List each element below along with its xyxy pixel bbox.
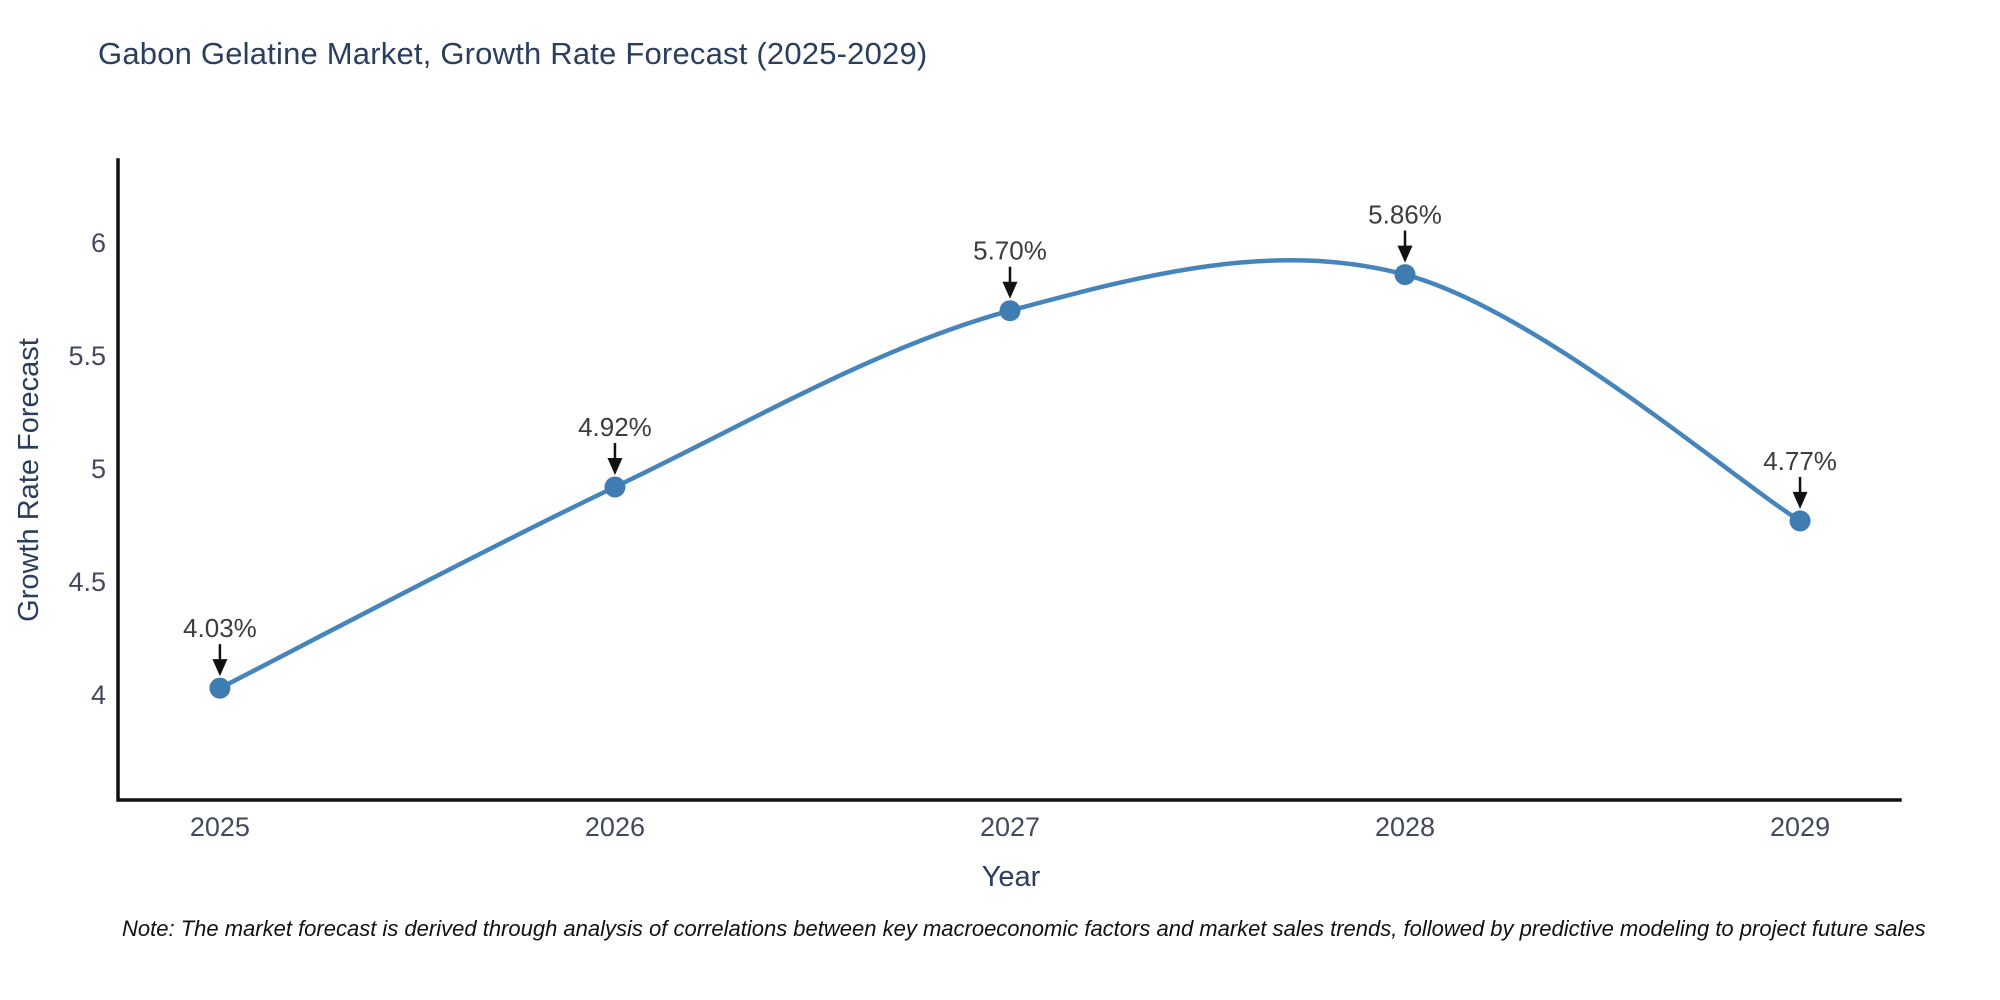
data-point[interactable] <box>209 677 231 699</box>
x-axis-title: Year <box>982 861 1041 893</box>
x-tick-label: 2025 <box>190 812 250 842</box>
data-point[interactable] <box>1789 510 1811 532</box>
point-value-label: 4.77% <box>1763 446 1837 476</box>
y-tick-label: 5 <box>91 454 106 484</box>
x-axis-tick-labels: 2025 2026 2027 2028 2029 <box>190 812 1830 842</box>
annotation-arrow-head <box>212 659 228 677</box>
y-tick-label: 5.5 <box>68 341 106 371</box>
annotation-arrow-head <box>607 458 623 476</box>
y-tick-label: 4 <box>91 680 106 710</box>
x-tick-label: 2029 <box>1770 812 1830 842</box>
x-tick-label: 2028 <box>1375 812 1435 842</box>
annotation-arrow-head <box>1397 245 1413 263</box>
y-axis-tick-labels: 4 4.5 5 5.5 6 <box>68 228 106 710</box>
x-tick-label: 2027 <box>980 812 1040 842</box>
annotation-arrow-head <box>1792 491 1808 509</box>
axis-lines <box>116 158 1902 802</box>
point-annotations: 4.03% 4.92% 5.70% 5.86% 4.77% <box>183 200 1837 677</box>
axes <box>116 158 1902 802</box>
y-tick-label: 4.5 <box>68 567 106 597</box>
point-value-label: 5.86% <box>1368 200 1442 230</box>
data-point[interactable] <box>604 476 626 498</box>
annotation-arrow-head <box>1002 281 1018 299</box>
data-points <box>209 264 1811 699</box>
data-point[interactable] <box>1394 264 1416 286</box>
chart-title: Gabon Gelatine Market, Growth Rate Forec… <box>98 36 928 71</box>
point-value-label: 5.70% <box>973 236 1047 266</box>
series-line <box>218 257 1802 691</box>
y-tick-label: 6 <box>91 228 106 258</box>
y-axis-title: Growth Rate Forecast <box>13 338 45 622</box>
x-tick-label: 2026 <box>585 812 645 842</box>
forecast-line <box>218 257 1802 691</box>
data-point[interactable] <box>999 300 1021 322</box>
footnote: Note: The market forecast is derived thr… <box>122 916 1926 941</box>
point-value-label: 4.03% <box>183 613 257 643</box>
point-value-label: 4.92% <box>578 412 652 442</box>
